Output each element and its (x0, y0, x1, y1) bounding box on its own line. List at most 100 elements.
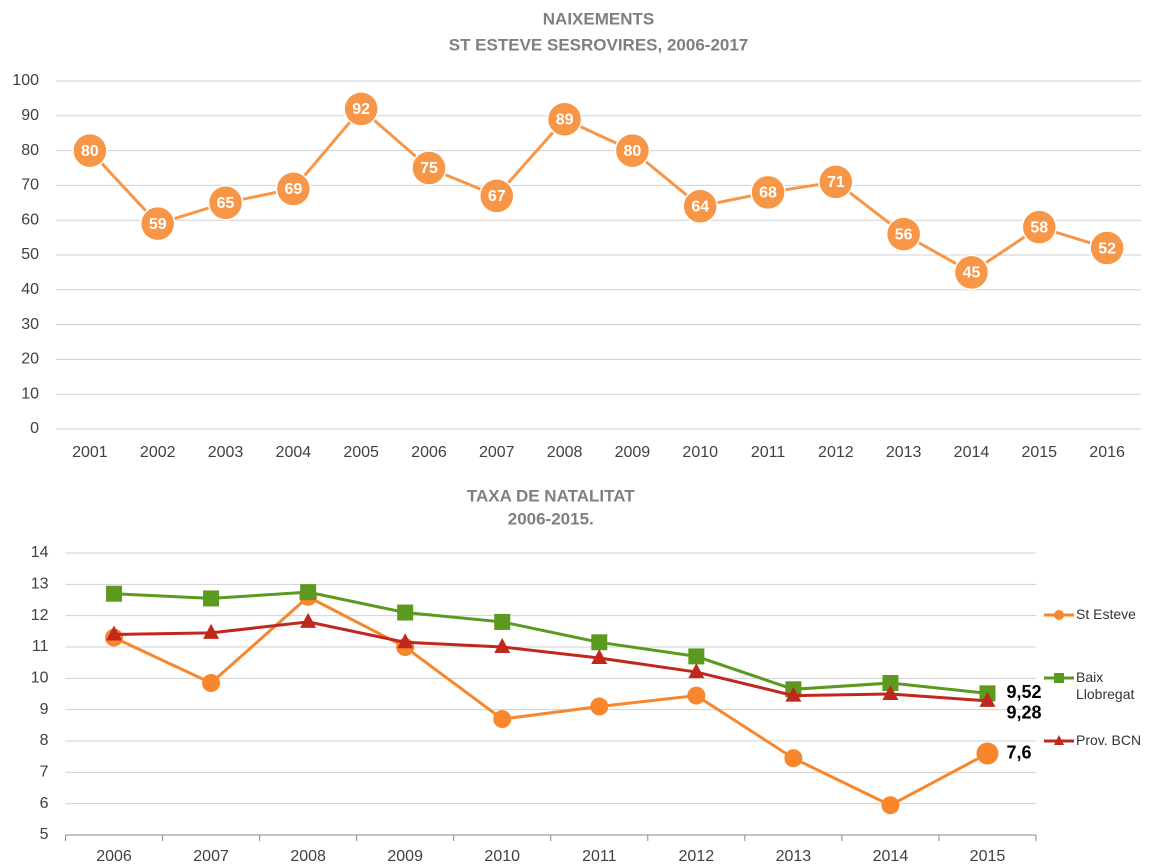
point (139, 205, 176, 242)
x-tick-label: 2011 (582, 848, 617, 865)
data-label: 75 (420, 160, 438, 177)
point (882, 675, 899, 692)
x-tick-label: 2012 (818, 444, 854, 461)
x-tick-label: 2008 (290, 848, 326, 865)
point (1089, 230, 1125, 266)
x-tick-label: 2010 (682, 444, 718, 461)
y-tick-label: 8 (40, 732, 49, 749)
point (750, 174, 786, 211)
x-tick-label: 2009 (615, 444, 651, 461)
point (688, 648, 705, 665)
x-tick-label: 2003 (208, 444, 244, 461)
x-tick-label: 2014 (873, 848, 909, 865)
y-tick-label: 90 (21, 107, 39, 124)
legend-swatch (1054, 735, 1064, 745)
point (479, 178, 515, 214)
y-tick-label: 20 (21, 351, 39, 368)
y-tick-label: 30 (21, 316, 39, 333)
data-label: 9,28 (1006, 703, 1041, 723)
data-label: 64 (691, 198, 709, 215)
x-tick-label: 2013 (776, 848, 812, 865)
point (785, 686, 802, 702)
point (885, 216, 922, 252)
point (881, 796, 900, 815)
y-tick-label: 40 (21, 281, 39, 298)
data-label: 69 (284, 181, 302, 198)
point (784, 749, 803, 768)
series-line (113, 590, 988, 695)
data-label: 58 (1030, 219, 1048, 236)
legend-label: St Esteve (1076, 606, 1136, 622)
point (300, 584, 317, 601)
data-label: 92 (352, 101, 370, 118)
x-tick-label: 2012 (679, 848, 715, 865)
point (590, 697, 609, 716)
point (72, 132, 108, 169)
point (275, 171, 312, 207)
series-line (113, 595, 989, 807)
point (207, 185, 244, 221)
point (591, 634, 608, 651)
x-tick-label: 2015 (1021, 444, 1057, 461)
x-tick-label: 2004 (276, 444, 312, 461)
point (682, 188, 718, 225)
y-tick-label: 7 (40, 764, 49, 781)
point (591, 648, 608, 664)
x-tick-label: 2005 (343, 444, 379, 461)
legend-label: Prov. BCN (1076, 732, 1142, 748)
point (397, 604, 414, 621)
series-line (114, 620, 988, 703)
y-tick-label: 70 (21, 177, 39, 194)
data-label: 71 (827, 174, 845, 191)
data-label: 65 (217, 195, 235, 212)
point (546, 101, 583, 138)
x-tick-label: 2006 (411, 444, 447, 461)
y-tick-label: 100 (12, 72, 39, 89)
point (300, 612, 317, 628)
data-label: 9,52 (1006, 682, 1041, 702)
point (106, 625, 123, 641)
point (202, 674, 221, 693)
point (818, 164, 854, 200)
x-tick-label: 2015 (970, 848, 1006, 865)
data-label: 52 (1098, 240, 1116, 257)
point (976, 742, 999, 765)
x-tick-label: 2008 (547, 444, 583, 461)
data-label: 59 (149, 216, 167, 233)
data-label: 80 (624, 143, 642, 160)
point (411, 150, 447, 186)
point (106, 585, 123, 602)
x-tick-label: 2011 (751, 444, 786, 461)
y-tick-label: 12 (31, 607, 49, 624)
point (882, 685, 899, 700)
x-tick-label: 2006 (96, 848, 132, 865)
point (494, 613, 511, 630)
y-tick-label: 5 (40, 826, 49, 843)
x-tick-label: 2014 (954, 444, 990, 461)
point (688, 663, 705, 679)
x-tick-label: 2009 (387, 848, 423, 865)
x-tick-label: 2002 (140, 444, 176, 461)
y-tick-label: 80 (21, 142, 39, 159)
y-tick-label: 10 (31, 670, 49, 687)
legend-swatch (1054, 673, 1064, 683)
y-tick-label: 6 (40, 795, 49, 812)
point (397, 633, 414, 649)
data-label: 56 (895, 226, 913, 243)
y-tick-label: 14 (31, 544, 49, 561)
data-label: 7,6 (1006, 742, 1031, 762)
chart-title: NAIXEMENTS (543, 9, 654, 28)
point (614, 132, 651, 169)
data-label: 89 (556, 111, 574, 128)
chart-title: TAXA DE NATALITAT (467, 486, 635, 505)
point (343, 91, 379, 127)
x-tick-label: 2016 (1089, 444, 1125, 461)
legend-label: Baix Llobregat (1076, 669, 1135, 702)
point (494, 638, 511, 653)
data-label: 80 (81, 143, 99, 160)
data-label: 67 (488, 188, 506, 205)
x-tick-label: 2010 (484, 848, 520, 865)
y-tick-label: 60 (21, 211, 39, 228)
x-tick-label: 2013 (886, 444, 922, 461)
